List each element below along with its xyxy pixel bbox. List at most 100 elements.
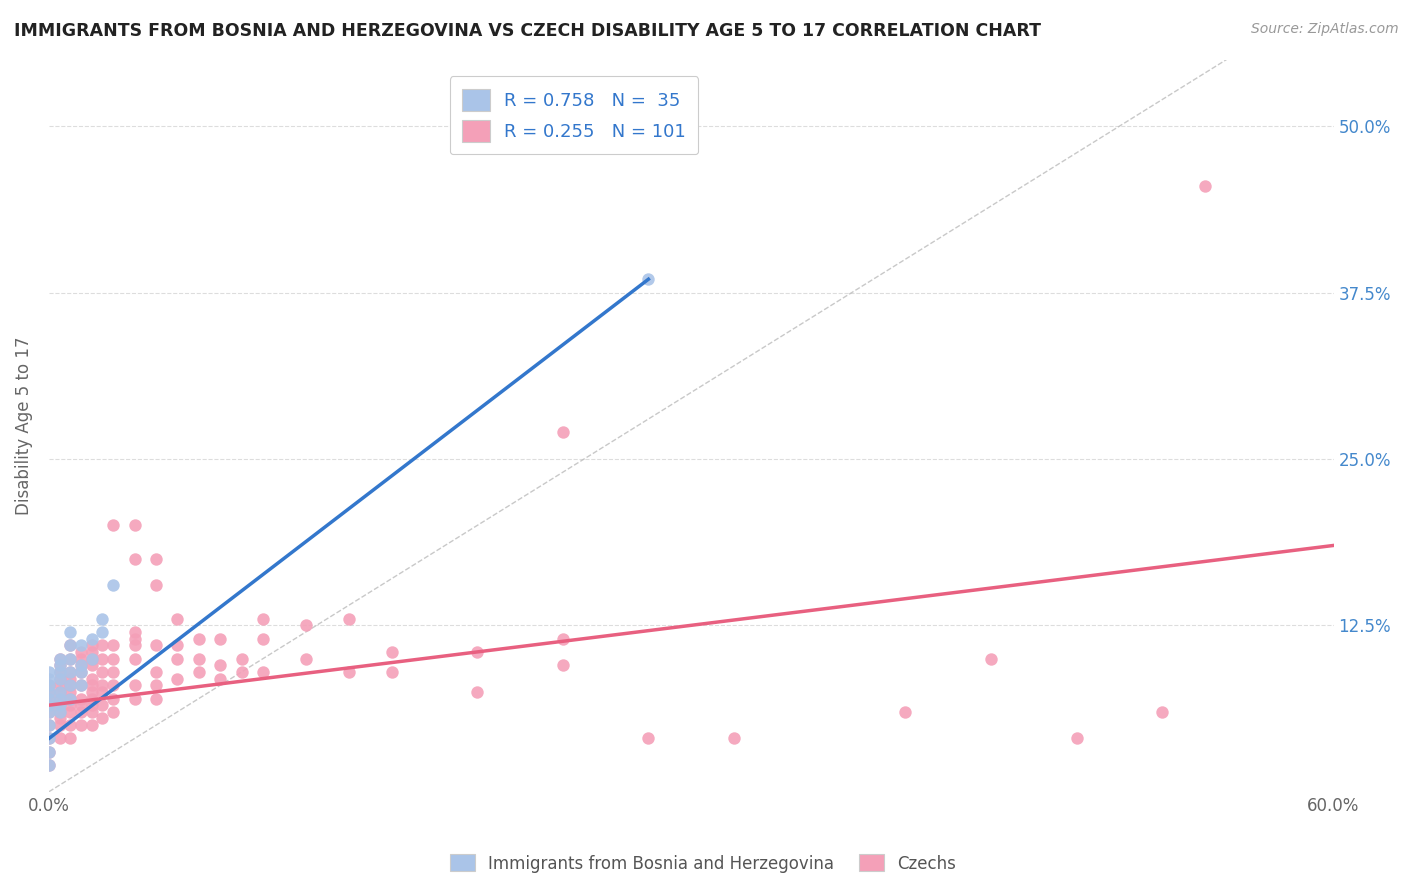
Point: [80, 645, 103, 659]
Point: [209, 658, 232, 673]
Point: [59, 624, 82, 639]
Point: [59, 691, 82, 706]
Point: [295, 651, 318, 665]
Point: [38, 731, 60, 746]
Point: [38, 758, 60, 772]
Point: [80, 678, 103, 692]
Point: [38, 705, 60, 719]
Point: [48, 665, 70, 679]
Point: [48, 691, 70, 706]
Point: [145, 678, 167, 692]
Point: [48, 731, 70, 746]
Point: [70, 698, 93, 713]
Point: [80, 638, 103, 652]
Point: [80, 658, 103, 673]
Point: [59, 691, 82, 706]
Point: [91, 685, 114, 699]
Text: Source: ZipAtlas.com: Source: ZipAtlas.com: [1251, 22, 1399, 37]
Point: [59, 638, 82, 652]
Point: [38, 678, 60, 692]
Point: [637, 731, 659, 746]
Point: [48, 678, 70, 692]
Point: [70, 658, 93, 673]
Point: [38, 691, 60, 706]
Point: [59, 678, 82, 692]
Point: [48, 685, 70, 699]
Point: [231, 665, 253, 679]
Point: [48, 665, 70, 679]
Point: [145, 638, 167, 652]
Point: [48, 705, 70, 719]
Point: [70, 678, 93, 692]
Point: [980, 651, 1002, 665]
Y-axis label: Disability Age 5 to 17: Disability Age 5 to 17: [15, 336, 32, 515]
Point: [91, 612, 114, 626]
Point: [48, 651, 70, 665]
Point: [1152, 705, 1174, 719]
Point: [124, 678, 146, 692]
Point: [80, 632, 103, 646]
Point: [124, 624, 146, 639]
Point: [59, 665, 82, 679]
Point: [59, 638, 82, 652]
Point: [124, 691, 146, 706]
Point: [91, 651, 114, 665]
Point: [38, 705, 60, 719]
Point: [337, 665, 360, 679]
Point: [209, 632, 232, 646]
Point: [59, 718, 82, 732]
Point: [70, 638, 93, 652]
Point: [70, 678, 93, 692]
Point: [48, 705, 70, 719]
Point: [380, 645, 402, 659]
Point: [145, 551, 167, 566]
Point: [70, 651, 93, 665]
Point: [38, 691, 60, 706]
Legend: R = 0.758   N =  35, R = 0.255   N = 101: R = 0.758 N = 35, R = 0.255 N = 101: [450, 76, 699, 154]
Point: [103, 651, 125, 665]
Point: [252, 665, 274, 679]
Legend: Immigrants from Bosnia and Herzegovina, Czechs: Immigrants from Bosnia and Herzegovina, …: [443, 847, 963, 880]
Point: [723, 731, 745, 746]
Point: [187, 651, 209, 665]
Point: [70, 645, 93, 659]
Point: [48, 658, 70, 673]
Point: [38, 665, 60, 679]
Point: [80, 651, 103, 665]
Point: [59, 678, 82, 692]
Point: [124, 518, 146, 533]
Point: [38, 698, 60, 713]
Point: [80, 691, 103, 706]
Point: [48, 711, 70, 725]
Point: [252, 612, 274, 626]
Point: [59, 731, 82, 746]
Point: [38, 745, 60, 759]
Point: [48, 685, 70, 699]
Point: [103, 518, 125, 533]
Point: [80, 672, 103, 686]
Point: [551, 658, 574, 673]
Point: [145, 691, 167, 706]
Point: [91, 678, 114, 692]
Point: [48, 651, 70, 665]
Point: [124, 551, 146, 566]
Point: [38, 685, 60, 699]
Point: [91, 711, 114, 725]
Point: [59, 651, 82, 665]
Point: [38, 731, 60, 746]
Point: [124, 638, 146, 652]
Point: [38, 758, 60, 772]
Point: [231, 651, 253, 665]
Point: [38, 672, 60, 686]
Point: [166, 612, 188, 626]
Point: [551, 632, 574, 646]
Point: [70, 665, 93, 679]
Point: [252, 632, 274, 646]
Point: [70, 718, 93, 732]
Point: [337, 612, 360, 626]
Point: [1194, 179, 1216, 194]
Point: [38, 678, 60, 692]
Point: [59, 672, 82, 686]
Point: [70, 665, 93, 679]
Point: [48, 698, 70, 713]
